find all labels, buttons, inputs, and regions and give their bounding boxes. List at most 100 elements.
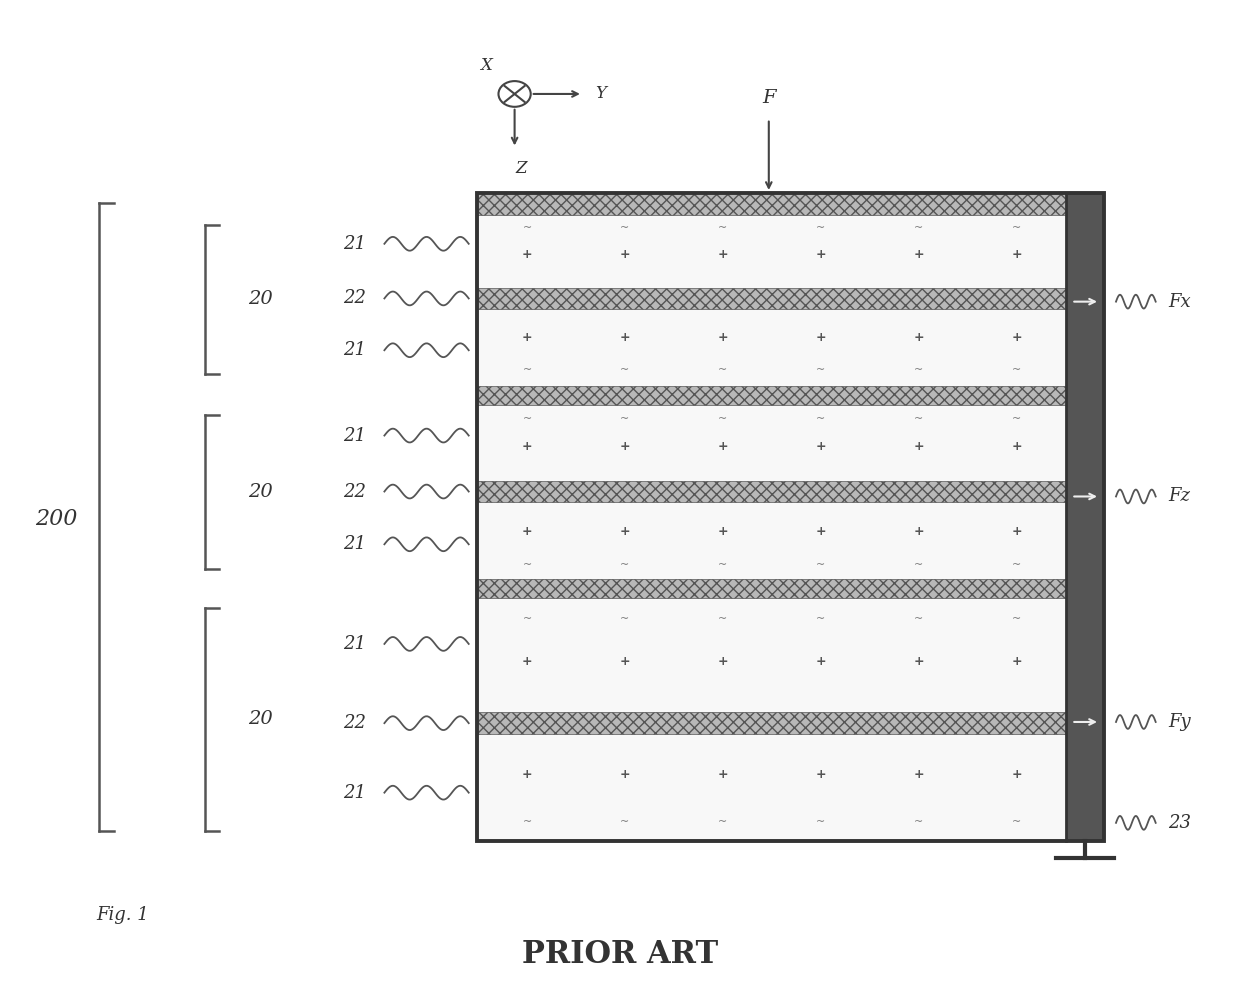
Text: +: + bbox=[816, 248, 826, 261]
Text: ~: ~ bbox=[1012, 614, 1022, 624]
Text: +: + bbox=[1012, 655, 1022, 668]
Text: +: + bbox=[718, 331, 728, 344]
Text: +: + bbox=[914, 440, 924, 453]
Text: +: + bbox=[914, 331, 924, 344]
Text: +: + bbox=[816, 331, 826, 344]
Text: +: + bbox=[816, 768, 826, 781]
Text: +: + bbox=[522, 248, 532, 261]
Text: +: + bbox=[1012, 440, 1022, 453]
Text: ~: ~ bbox=[718, 223, 728, 232]
Bar bbox=[1066, 193, 1104, 841]
Text: ~: ~ bbox=[718, 817, 728, 827]
Text: +: + bbox=[1012, 768, 1022, 781]
Text: ~: ~ bbox=[816, 614, 826, 624]
Text: 21: 21 bbox=[342, 234, 366, 253]
Text: 21: 21 bbox=[342, 535, 366, 553]
Text: +: + bbox=[914, 655, 924, 668]
Text: 21: 21 bbox=[342, 635, 366, 653]
Text: PRIOR ART: PRIOR ART bbox=[522, 939, 718, 970]
Text: +: + bbox=[620, 655, 630, 668]
Text: ~: ~ bbox=[620, 414, 630, 424]
Bar bbox=[477, 288, 1066, 310]
Text: F: F bbox=[763, 89, 775, 107]
Text: +: + bbox=[522, 525, 532, 538]
Text: 21: 21 bbox=[342, 341, 366, 359]
Text: 21: 21 bbox=[342, 783, 366, 802]
Text: ~: ~ bbox=[620, 614, 630, 624]
Text: 22: 22 bbox=[342, 483, 366, 500]
Text: 21: 21 bbox=[342, 426, 366, 445]
Text: +: + bbox=[914, 248, 924, 261]
Text: Y: Y bbox=[595, 85, 606, 103]
Text: Fx: Fx bbox=[1168, 293, 1190, 311]
Text: ~: ~ bbox=[522, 614, 532, 624]
Text: +: + bbox=[620, 248, 630, 261]
Text: +: + bbox=[718, 440, 728, 453]
Text: ~: ~ bbox=[522, 414, 532, 424]
Text: 22: 22 bbox=[342, 290, 366, 308]
Text: ~: ~ bbox=[620, 223, 630, 232]
Text: +: + bbox=[816, 655, 826, 668]
Text: 20: 20 bbox=[248, 483, 273, 501]
Text: +: + bbox=[620, 768, 630, 781]
Text: +: + bbox=[1012, 248, 1022, 261]
Text: ~: ~ bbox=[914, 614, 924, 624]
Text: +: + bbox=[718, 768, 728, 781]
Text: ~: ~ bbox=[914, 560, 924, 570]
Text: ~: ~ bbox=[620, 560, 630, 570]
Text: ~: ~ bbox=[914, 414, 924, 424]
Text: +: + bbox=[718, 525, 728, 538]
Text: ~: ~ bbox=[816, 223, 826, 232]
Text: +: + bbox=[620, 440, 630, 453]
Bar bbox=[477, 193, 1104, 841]
Text: ~: ~ bbox=[620, 365, 630, 376]
Text: 20: 20 bbox=[248, 290, 273, 309]
Bar bbox=[477, 712, 1066, 734]
Text: ~: ~ bbox=[1012, 560, 1022, 570]
Text: ~: ~ bbox=[718, 365, 728, 376]
Text: +: + bbox=[718, 248, 728, 261]
Text: 22: 22 bbox=[342, 714, 366, 732]
Text: +: + bbox=[718, 655, 728, 668]
Text: +: + bbox=[522, 331, 532, 344]
Text: ~: ~ bbox=[816, 414, 826, 424]
Text: +: + bbox=[522, 768, 532, 781]
Text: ~: ~ bbox=[1012, 365, 1022, 376]
Text: +: + bbox=[522, 440, 532, 453]
Text: ~: ~ bbox=[816, 365, 826, 376]
Bar bbox=[477, 193, 1066, 215]
Text: 20: 20 bbox=[248, 710, 273, 729]
Text: ~: ~ bbox=[1012, 223, 1022, 232]
Text: ~: ~ bbox=[816, 560, 826, 570]
Text: Fz: Fz bbox=[1168, 488, 1190, 505]
Text: +: + bbox=[816, 525, 826, 538]
Bar bbox=[477, 481, 1066, 502]
Text: Fig. 1: Fig. 1 bbox=[97, 906, 150, 924]
Text: X: X bbox=[480, 57, 492, 74]
Text: ~: ~ bbox=[718, 414, 728, 424]
Text: ~: ~ bbox=[816, 817, 826, 827]
Bar bbox=[477, 193, 1066, 841]
Text: +: + bbox=[816, 440, 826, 453]
Text: ~: ~ bbox=[522, 817, 532, 827]
Text: ~: ~ bbox=[914, 817, 924, 827]
Bar bbox=[477, 386, 1066, 405]
Text: 200: 200 bbox=[35, 508, 77, 530]
Circle shape bbox=[498, 81, 531, 107]
Text: ~: ~ bbox=[914, 365, 924, 376]
Text: 23: 23 bbox=[1168, 814, 1192, 832]
Text: +: + bbox=[914, 768, 924, 781]
Text: +: + bbox=[1012, 525, 1022, 538]
Text: Fy: Fy bbox=[1168, 713, 1190, 731]
Text: +: + bbox=[522, 655, 532, 668]
Text: ~: ~ bbox=[522, 365, 532, 376]
Text: Z: Z bbox=[515, 160, 527, 177]
Text: ~: ~ bbox=[522, 223, 532, 232]
Text: ~: ~ bbox=[718, 614, 728, 624]
Text: +: + bbox=[914, 525, 924, 538]
Text: +: + bbox=[1012, 331, 1022, 344]
Text: ~: ~ bbox=[1012, 817, 1022, 827]
Text: ~: ~ bbox=[914, 223, 924, 232]
Text: ~: ~ bbox=[620, 817, 630, 827]
Text: ~: ~ bbox=[1012, 414, 1022, 424]
